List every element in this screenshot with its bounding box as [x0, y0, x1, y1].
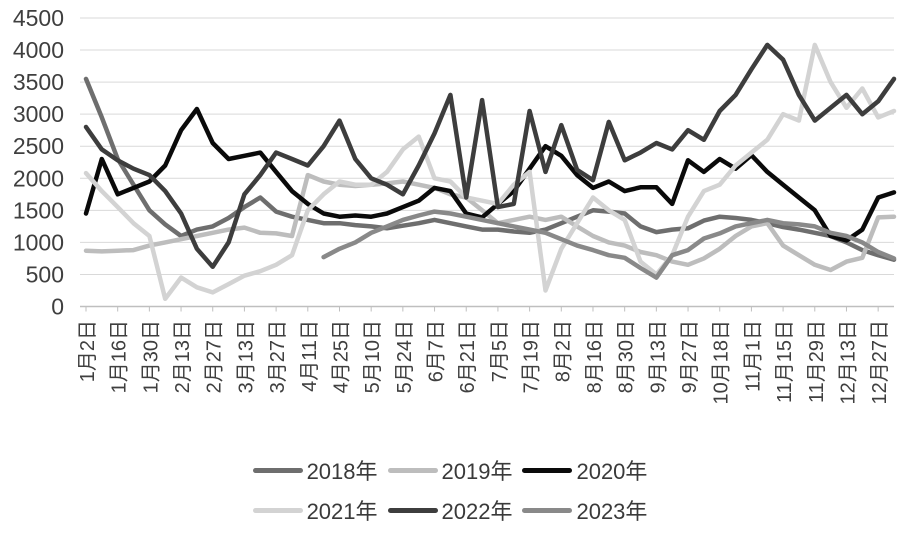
legend-swatch-2018 — [252, 467, 303, 473]
legend-label: 2019年 — [441, 459, 513, 484]
legend-label: 2023年 — [576, 499, 648, 524]
series-line-2022 — [83, 42, 897, 270]
legend-swatch-2019 — [387, 467, 438, 473]
x-axis-tick-label: 11月1日 — [742, 320, 764, 392]
x-axis-tick-label: 9月13日 — [647, 320, 669, 393]
legend-item-2023: 2023年 — [522, 494, 647, 526]
x-axis-tick-label: 11月29日 — [806, 320, 828, 403]
x-axis-tick-label: 1月16日 — [109, 320, 131, 393]
series-line-2023 — [321, 209, 897, 280]
x-axis-tick-label: 6月21日 — [457, 320, 479, 393]
y-axis-tick-label: 3000 — [13, 101, 64, 127]
x-axis-tick-label: 2月27日 — [204, 320, 226, 393]
legend-item-2020: 2020年 — [522, 454, 647, 486]
legend-label: 2022年 — [441, 499, 513, 524]
y-axis-tick-label: 1500 — [13, 197, 64, 223]
x-axis-tick-label: 8月2日 — [552, 320, 574, 382]
x-axis-tick-label: 1月2日 — [77, 320, 99, 382]
x-axis-tick-label: 5月10日 — [362, 320, 384, 393]
y-axis-tick-label: 3500 — [13, 69, 64, 95]
x-axis-tick-label: 1月30日 — [140, 320, 162, 393]
y-axis-tick-label: 2000 — [13, 165, 64, 191]
y-axis-tick-label: 4000 — [13, 37, 64, 63]
series-line-2019 — [83, 172, 897, 273]
x-axis-tick-label: 2月13日 — [172, 320, 194, 393]
legend-swatch-2023 — [522, 507, 573, 513]
series-line-2020 — [83, 106, 897, 243]
legend-item-2018: 2018年 — [252, 454, 378, 486]
legend-item-2022: 2022年 — [387, 494, 513, 526]
x-axis-tick-label: 3月27日 — [267, 320, 289, 393]
legend-label: 2018年 — [306, 459, 378, 484]
x-axis-tick-label: 6月7日 — [426, 320, 448, 382]
x-axis-tick-label: 4月25日 — [330, 320, 352, 393]
legend-row-2: 2021年 2022年 2023年 — [0, 492, 900, 528]
x-axis-tick-label: 8月30日 — [616, 320, 638, 393]
legend-swatch-2022 — [387, 507, 438, 513]
y-axis-tick-label: 2500 — [13, 133, 64, 159]
x-axis-tick-label: 12月27日 — [869, 320, 891, 405]
legend-item-2019: 2019年 — [387, 454, 513, 486]
x-axis-tick-label: 4月11日 — [299, 320, 321, 392]
x-axis-tick-label: 7月19日 — [521, 320, 543, 393]
series-line-2021 — [83, 42, 897, 302]
legend-label: 2020年 — [576, 459, 648, 484]
y-axis-tick-label: 4500 — [13, 5, 64, 31]
x-axis-tick-label: 3月13日 — [235, 320, 257, 393]
y-axis-tick-label: 1000 — [13, 229, 64, 255]
legend-row-1: 2018年 2019年 2020年 — [0, 452, 900, 488]
x-axis-tick-label: 9月27日 — [679, 320, 701, 393]
legend-item-2021: 2021年 — [252, 494, 378, 526]
y-axis-tick-label: 500 — [26, 261, 64, 287]
legend-label: 2021年 — [306, 499, 378, 524]
legend-swatch-2021 — [252, 507, 303, 513]
legend-swatch-2020 — [522, 467, 573, 473]
x-axis-tick-label: 5月24日 — [394, 320, 416, 393]
x-axis-tick-label: 7月5日 — [489, 320, 511, 382]
x-axis-tick-label: 11月15日 — [774, 320, 796, 403]
x-axis-tick-label: 12月13日 — [837, 320, 859, 405]
x-axis-tick-label: 8月16日 — [584, 320, 606, 393]
y-axis-tick-label: 0 — [51, 294, 64, 320]
x-axis-tick-label: 10月18日 — [711, 320, 733, 405]
